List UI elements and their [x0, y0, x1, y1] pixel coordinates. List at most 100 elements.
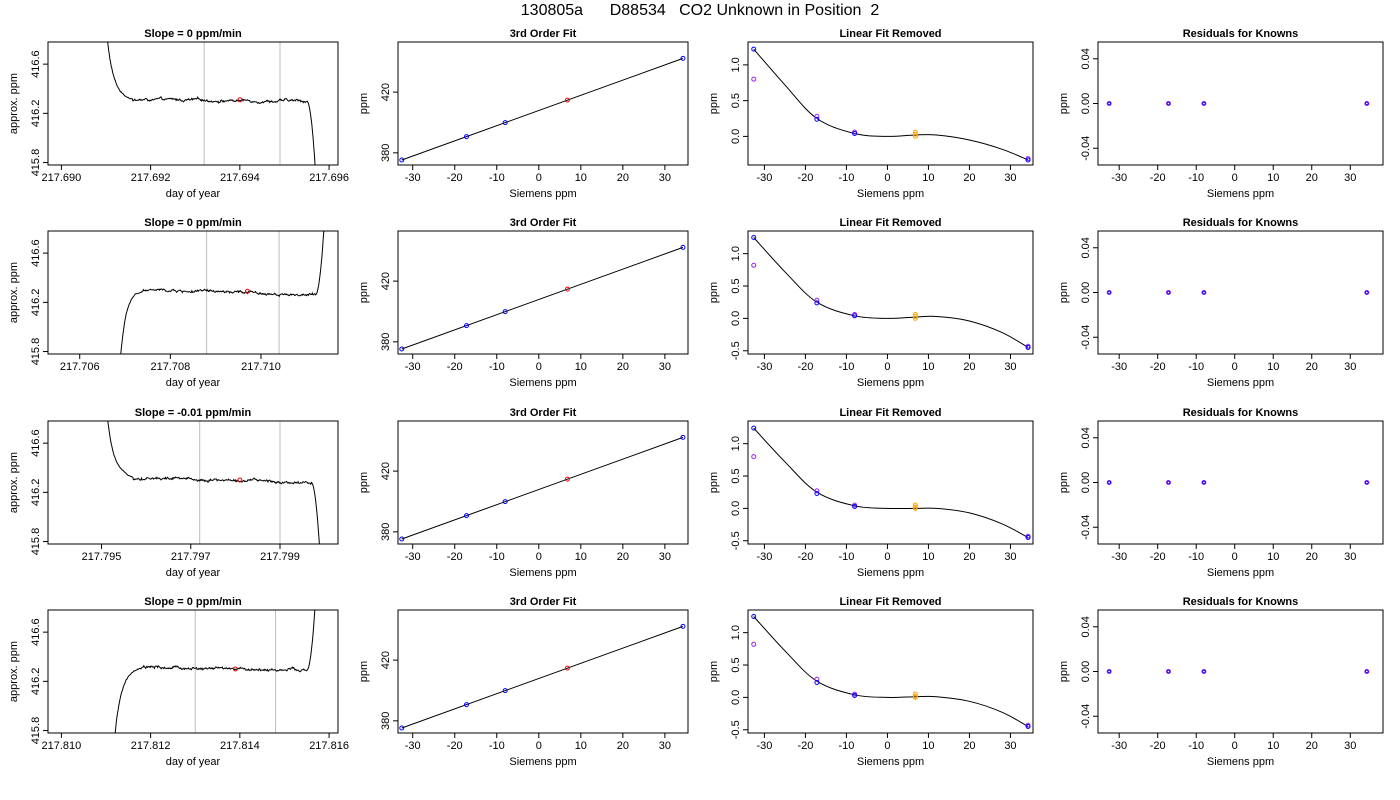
r4-knowns-residuals-plot-frame [1097, 609, 1384, 734]
r2-timeseries-y-tick-label: 416.2 [30, 289, 42, 317]
r1-knowns-residuals-known-point [1202, 101, 1206, 106]
r2-fit-known-point [464, 323, 470, 329]
r2-fit-x-label: Siemens ppm [509, 377, 576, 389]
r1-fit-fit-line [401, 57, 684, 161]
r4-timeseries-title: Slope = 0 ppm/min [144, 596, 242, 608]
r1-residual-fit-x-tick-label: -20 [797, 172, 813, 184]
r3-residual-fit-orange-point [912, 502, 918, 508]
r1-timeseries-unknown-point [237, 97, 243, 103]
r4-fit-x-tick-label: 10 [575, 740, 587, 752]
r3-residual-fit-known-point [751, 425, 757, 431]
r2-knowns-residuals-y-tick-label: 0.04 [1080, 237, 1092, 258]
r2-knowns-residuals-x-tick-label: 10 [1267, 361, 1279, 373]
r4-residual-fit-known-point [1025, 724, 1031, 730]
r1-timeseries-plot-frame [47, 41, 339, 166]
r4-fit-x-tick-label: -20 [447, 740, 463, 752]
r1-knowns-residuals-purple-point [1106, 101, 1112, 106]
r3-timeseries-x-tick-label: 217.799 [260, 551, 300, 563]
r4-fit-x-tick-label: -10 [489, 740, 505, 752]
r2-timeseries-y-tick-label: 415.8 [30, 338, 42, 366]
r3-residual-fit-known-point [1025, 535, 1031, 541]
r4-knowns-residuals-x-tick-label: 10 [1267, 740, 1279, 752]
r1-residual-fit-x-tick-label: -10 [838, 172, 854, 184]
r4-residual-fit-known-point [814, 680, 820, 686]
r1-knowns-residuals-purple-point [1165, 101, 1171, 106]
r1-residual-fit-known-point [852, 131, 858, 137]
r1-timeseries-x-tick-label: 217.696 [309, 172, 349, 184]
r1-residual-fit-title: Linear Fit Removed [839, 28, 941, 40]
r4-residual-fit-y-label: ppm [708, 661, 720, 682]
r1-timeseries-title: Slope = 0 ppm/min [144, 28, 242, 40]
r1-residual-fit-known-point [814, 116, 820, 122]
r1-residual-fit-x-label: Siemens ppm [857, 188, 924, 200]
r4-knowns-residuals-known-point [1107, 669, 1111, 674]
r2-timeseries-y-label: approx. ppm [8, 262, 20, 323]
r2-knowns-residuals-x-label: Siemens ppm [1207, 377, 1274, 389]
r1-fit-known-point [502, 120, 508, 126]
r1-fit-x-tick-label: 10 [575, 172, 587, 184]
r3-fit-unknown-point [564, 476, 570, 482]
r3-knowns-residuals-purple-point [1165, 480, 1171, 485]
r1-residual-fit-plot-frame [747, 41, 1034, 166]
r3-knowns-residuals-x-tick-label: 10 [1267, 551, 1279, 563]
r1-fit-plot-frame [397, 41, 689, 166]
r1-knowns-residuals-known-point [1107, 101, 1111, 106]
r1-fit-x-tick-label: 0 [536, 172, 542, 184]
r3-knowns-residuals-known-point [1202, 480, 1206, 485]
r2-knowns-residuals-y-label: ppm [1058, 282, 1070, 303]
r3-residual-fit-x-tick-label: 10 [922, 551, 934, 563]
r3-fit-x-tick-label: -20 [447, 551, 463, 563]
r3-fit-x-tick-label: -10 [489, 551, 505, 563]
r4-timeseries-unknown-point [232, 666, 238, 672]
r2-fit-unknown-point [564, 286, 570, 292]
r4-knowns-residuals-purple-point [1106, 669, 1112, 674]
r3-knowns-residuals-y-tick-label: 0.00 [1080, 472, 1092, 493]
r4-fit-y-tick-label: 420 [380, 651, 392, 669]
r1-knowns-residuals-y-tick-label: 0.04 [1080, 48, 1092, 69]
r4-fit-unknown-point [564, 665, 570, 671]
r4-residual-fit-y-tick-label: 0.0 [730, 690, 742, 705]
r1-residual-fit-x-tick-label: 0 [884, 172, 890, 184]
r4-residual-fit-y-tick-label: -0.5 [730, 720, 742, 739]
r3-knowns-residuals-x-tick-label: -10 [1188, 551, 1204, 563]
r3-residual-fit-y-tick-label: 0.0 [730, 501, 742, 516]
r2-residual-fit-x-tick-label: 30 [1004, 361, 1016, 373]
r2-fit-fit-line [401, 246, 684, 350]
r1-knowns-residuals-x-label: Siemens ppm [1207, 188, 1274, 200]
r3-fit-y-tick-label: 380 [380, 523, 392, 541]
r2-fit-x-tick-label: 10 [575, 361, 587, 373]
r1-knowns-residuals-known-point [1166, 101, 1171, 106]
r1-timeseries-x-label: day of year [166, 188, 221, 200]
r4-fit-x-tick-label: 20 [617, 740, 629, 752]
r2-timeseries-title: Slope = 0 ppm/min [144, 217, 242, 229]
r2-knowns-residuals-y-tick-label: -0.04 [1080, 325, 1092, 350]
r3-residual-fit-orange-point [912, 504, 918, 510]
r3-residual-fit-x-tick-label: 30 [1004, 551, 1016, 563]
r1-residual-fit-x-tick-label: 30 [1004, 172, 1016, 184]
r3-fit-x-tick-label: 0 [536, 551, 542, 563]
r1-timeseries-x-tick-label: 217.692 [131, 172, 171, 184]
r4-knowns-residuals-known-point [1365, 669, 1369, 674]
r3-knowns-residuals-known-point [1365, 480, 1369, 485]
r1-timeseries-y-tick-label: 416.2 [30, 100, 42, 128]
r4-knowns-residuals-x-tick-label: -10 [1188, 740, 1204, 752]
r3-residual-fit-y-tick-label: -0.5 [730, 531, 742, 550]
r2-knowns-residuals-purple-point [1364, 290, 1370, 295]
r1-fit-x-tick-label: -10 [489, 172, 505, 184]
r1-knowns-residuals-plot-frame [1097, 41, 1384, 166]
r2-residual-fit-x-tick-label: 0 [884, 361, 890, 373]
r4-fit-y-label: ppm [358, 661, 370, 682]
r2-residual-fit-x-label: Siemens ppm [857, 377, 924, 389]
r3-timeseries-x-label: day of year [166, 567, 221, 579]
r3-residual-fit-purple-point [814, 488, 820, 494]
r4-residual-fit-x-tick-label: 10 [922, 740, 934, 752]
r4-fit-known-point [680, 623, 686, 629]
r2-residual-fit-purple-point [814, 297, 820, 303]
r3-fit-x-tick-label: 20 [617, 551, 629, 563]
r4-residual-fit-x-tick-label: 0 [884, 740, 890, 752]
r2-residual-fit-y-tick-label: 1.0 [730, 246, 742, 261]
r4-residual-fit-x-tick-label: -20 [797, 740, 813, 752]
r1-residual-fit-x-tick-label: 10 [922, 172, 934, 184]
r1-timeseries-x-tick-label: 217.690 [42, 172, 82, 184]
r4-residual-fit-y-tick-label: 0.5 [730, 657, 742, 672]
